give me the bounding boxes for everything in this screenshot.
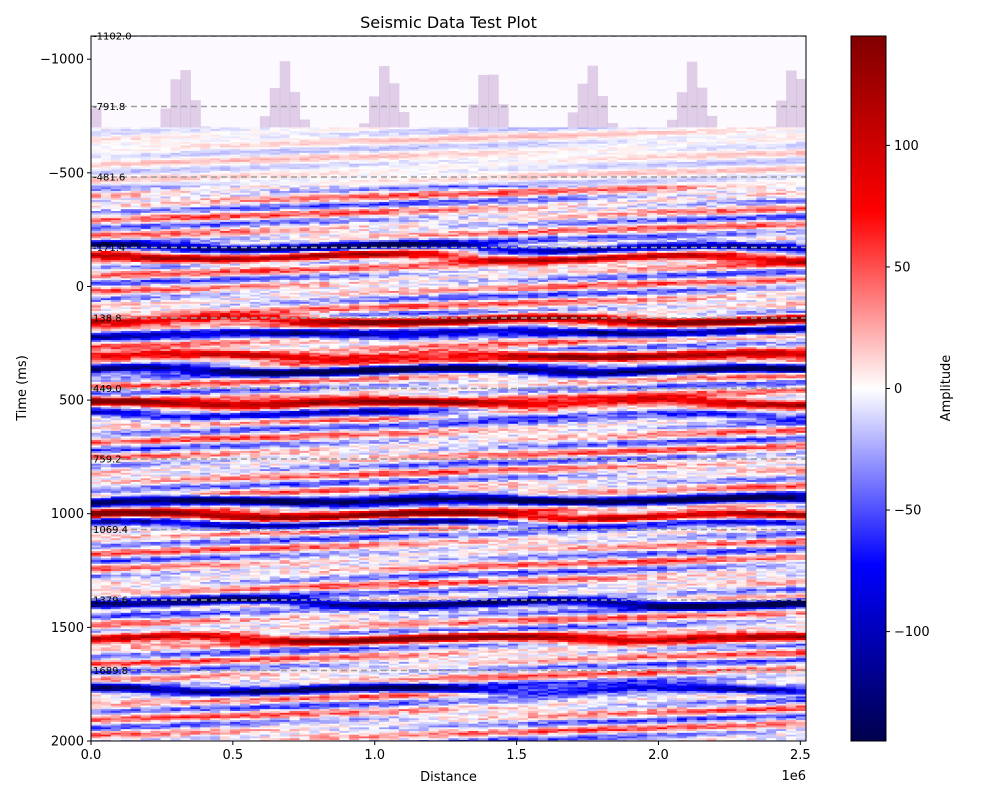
seismic-image: [91, 61, 807, 742]
chart-title: Seismic Data Test Plot: [360, 13, 537, 32]
plot-area: [91, 36, 807, 743]
